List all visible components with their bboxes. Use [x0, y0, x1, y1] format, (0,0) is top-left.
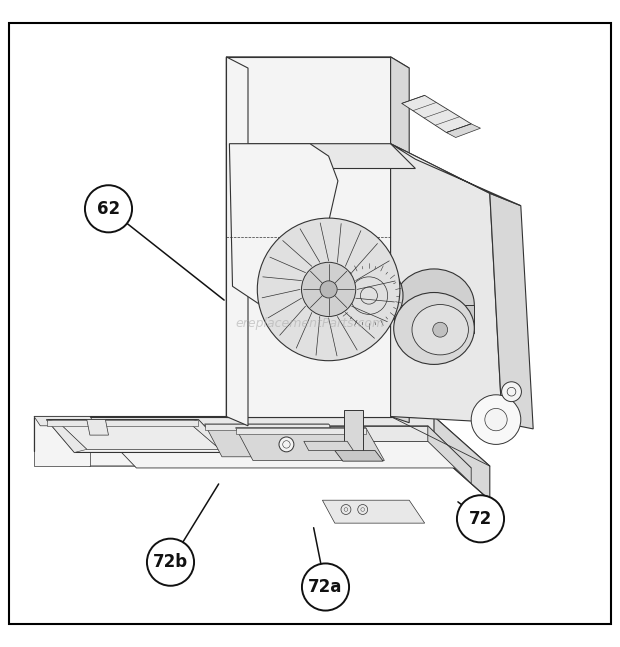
Polygon shape — [96, 426, 471, 468]
Polygon shape — [226, 57, 409, 68]
Text: 72a: 72a — [308, 578, 343, 596]
Polygon shape — [304, 441, 353, 450]
Circle shape — [85, 185, 132, 232]
Polygon shape — [205, 424, 347, 457]
Circle shape — [457, 495, 504, 542]
Polygon shape — [391, 144, 521, 206]
Circle shape — [320, 281, 337, 298]
Polygon shape — [394, 305, 474, 333]
FancyBboxPatch shape — [9, 23, 611, 624]
Text: 62: 62 — [97, 200, 120, 218]
Polygon shape — [226, 144, 415, 168]
Circle shape — [147, 539, 194, 586]
Polygon shape — [46, 420, 229, 452]
Polygon shape — [428, 426, 471, 483]
Ellipse shape — [412, 305, 469, 355]
Polygon shape — [446, 124, 480, 138]
Polygon shape — [391, 57, 409, 422]
Polygon shape — [34, 417, 490, 466]
Circle shape — [279, 437, 294, 452]
Circle shape — [335, 261, 403, 330]
Polygon shape — [226, 57, 248, 426]
Circle shape — [433, 322, 448, 337]
Text: 72b: 72b — [153, 553, 188, 571]
Polygon shape — [96, 426, 428, 441]
Polygon shape — [335, 450, 383, 461]
Polygon shape — [391, 144, 502, 422]
Polygon shape — [236, 428, 384, 461]
Polygon shape — [34, 417, 90, 466]
Polygon shape — [46, 420, 87, 452]
Circle shape — [302, 564, 349, 611]
Polygon shape — [34, 417, 434, 450]
Polygon shape — [236, 428, 366, 434]
Ellipse shape — [394, 269, 474, 341]
Polygon shape — [189, 420, 229, 452]
Polygon shape — [205, 424, 329, 430]
Circle shape — [341, 505, 351, 514]
Circle shape — [358, 505, 368, 514]
Circle shape — [301, 262, 356, 316]
Circle shape — [502, 382, 521, 402]
Polygon shape — [34, 417, 96, 426]
Text: ereplacementParts.com: ereplacementParts.com — [236, 317, 384, 330]
Wedge shape — [471, 395, 521, 444]
Polygon shape — [46, 420, 198, 426]
Polygon shape — [322, 500, 425, 523]
Circle shape — [485, 408, 507, 431]
Polygon shape — [434, 417, 490, 500]
Polygon shape — [434, 450, 490, 500]
Polygon shape — [490, 193, 533, 429]
Polygon shape — [226, 144, 391, 413]
Polygon shape — [229, 144, 338, 305]
Polygon shape — [87, 420, 108, 435]
Ellipse shape — [394, 292, 474, 364]
Polygon shape — [344, 410, 363, 454]
Circle shape — [257, 218, 400, 360]
Polygon shape — [226, 57, 391, 417]
Polygon shape — [59, 422, 220, 450]
Text: 72: 72 — [469, 510, 492, 528]
Polygon shape — [402, 95, 471, 133]
Polygon shape — [40, 420, 484, 466]
